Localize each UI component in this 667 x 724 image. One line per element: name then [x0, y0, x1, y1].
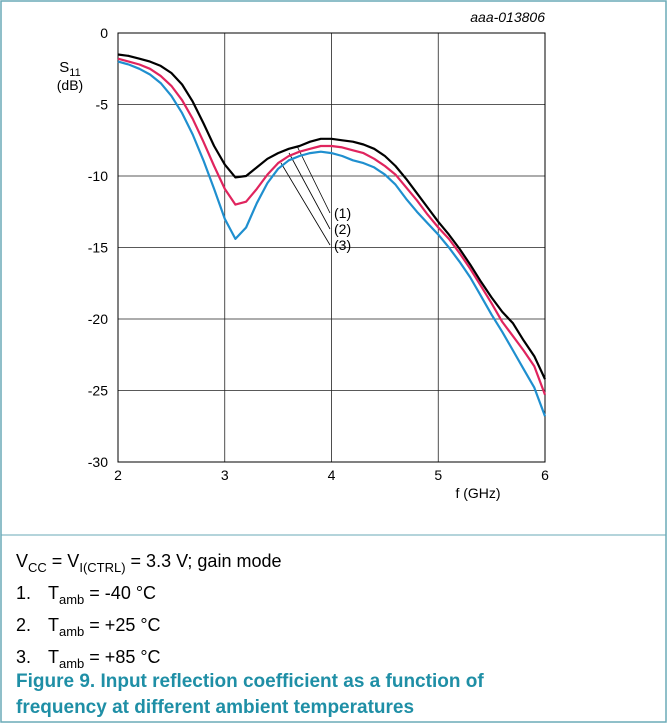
series-label: (2) — [334, 221, 351, 237]
x-axis-label: f (GHz) — [455, 485, 500, 501]
x-tick-label: 6 — [541, 467, 549, 483]
y-tick-label: -5 — [96, 97, 109, 113]
conditions: VCC = VI(CTRL) = 3.3 V; gain mode — [16, 551, 281, 575]
item-text: Tamb = +85 °C — [48, 647, 161, 671]
series-line — [117, 53, 546, 380]
notes: VCC = VI(CTRL) = 3.3 V; gain mode 1. Tamb… — [16, 551, 281, 671]
y-axis-label: S11 — [59, 59, 80, 79]
cond-sub: I(CTRL) — [79, 560, 125, 575]
item-value: = +25 °C — [84, 615, 160, 635]
cond-text: = 3.3 V; gain mode — [126, 551, 282, 571]
figure-id: aaa-013806 — [470, 9, 545, 25]
caption: frequency at different ambient temperatu… — [16, 697, 414, 718]
item-text: Tamb = -40 °C — [48, 583, 156, 607]
item-sub: amb — [59, 624, 84, 639]
x-tick-label: 4 — [328, 467, 336, 483]
item-number: 3. — [16, 647, 31, 667]
item-value: = +85 °C — [84, 647, 160, 667]
y-tick-label: 0 — [100, 25, 108, 41]
item-sub: amb — [59, 592, 84, 607]
leader-line — [280, 162, 331, 246]
series-label: (1) — [334, 205, 351, 221]
leader-line — [296, 145, 331, 214]
item-value: = -40 °C — [84, 583, 156, 603]
item-symbol: T — [48, 615, 59, 635]
item-number: 2. — [16, 615, 31, 635]
cond-sub: CC — [28, 560, 47, 575]
y-label-symbol: S — [59, 59, 69, 76]
item-sub: amb — [59, 656, 84, 671]
cond-text: V — [16, 551, 28, 571]
y-axis-unit: (dB) — [57, 77, 83, 93]
leader-line — [288, 152, 331, 230]
y-tick-label: -30 — [88, 454, 108, 470]
cond-text: = V — [47, 551, 80, 571]
item-symbol: T — [48, 647, 59, 667]
y-tick-label: -25 — [88, 383, 108, 399]
y-tick-label: -10 — [88, 168, 108, 184]
x-tick-label: 3 — [221, 467, 229, 483]
caption: Figure 9. Input reflection coefficient a… — [16, 671, 484, 692]
item-symbol: T — [48, 583, 59, 603]
series-line — [117, 60, 547, 417]
y-tick-label: -20 — [88, 311, 108, 327]
item-number: 1. — [16, 583, 31, 603]
y-tick-label: -15 — [88, 240, 108, 256]
x-tick-label: 5 — [434, 467, 442, 483]
series-label: (3) — [334, 237, 351, 253]
x-tick-label: 2 — [114, 467, 122, 483]
plot-frame — [117, 32, 546, 463]
series-line — [117, 57, 547, 396]
item-text: Tamb = +25 °C — [48, 615, 161, 639]
y-label-sub: 11 — [69, 67, 80, 79]
